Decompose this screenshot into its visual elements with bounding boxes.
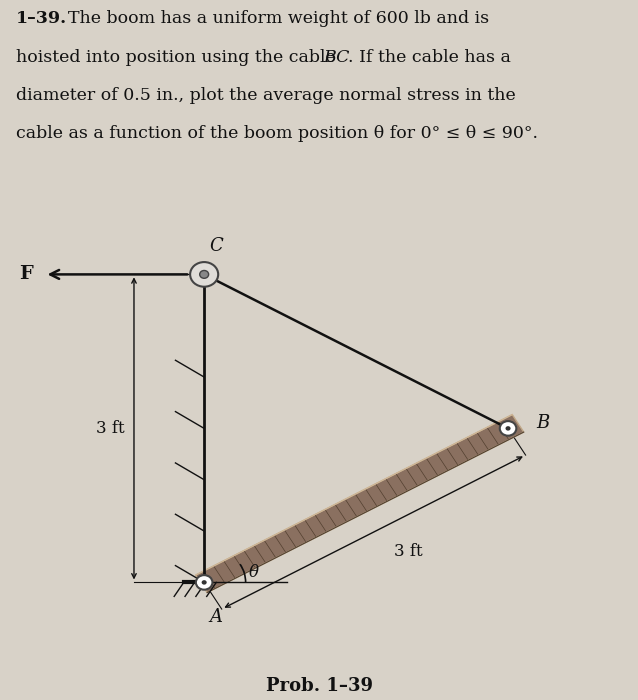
Text: θ: θ	[249, 564, 259, 582]
Text: 3 ft: 3 ft	[394, 543, 423, 560]
Circle shape	[196, 575, 212, 589]
Text: hoisted into position using the cable: hoisted into position using the cable	[16, 48, 341, 66]
Circle shape	[505, 426, 510, 430]
Text: BC: BC	[323, 48, 349, 66]
Text: Prob. 1–39: Prob. 1–39	[265, 677, 373, 695]
Polygon shape	[196, 414, 524, 592]
Circle shape	[500, 421, 516, 435]
Circle shape	[190, 262, 218, 287]
Text: cable as a function of the boom position θ for 0° ≤ θ ≤ 90°.: cable as a function of the boom position…	[16, 125, 538, 142]
Text: C: C	[209, 237, 223, 255]
Text: . If the cable has a: . If the cable has a	[348, 48, 510, 66]
Text: A: A	[209, 608, 222, 626]
Text: The boom has a uniform weight of 600 lb and is: The boom has a uniform weight of 600 lb …	[68, 10, 489, 27]
Text: 1–39.: 1–39.	[16, 10, 67, 27]
Circle shape	[200, 270, 209, 279]
Text: B: B	[537, 414, 550, 432]
Text: diameter of 0.5 in., plot the average normal stress in the: diameter of 0.5 in., plot the average no…	[16, 87, 516, 104]
Text: F: F	[19, 265, 33, 284]
Text: 3 ft: 3 ft	[96, 420, 124, 437]
Circle shape	[202, 580, 207, 584]
